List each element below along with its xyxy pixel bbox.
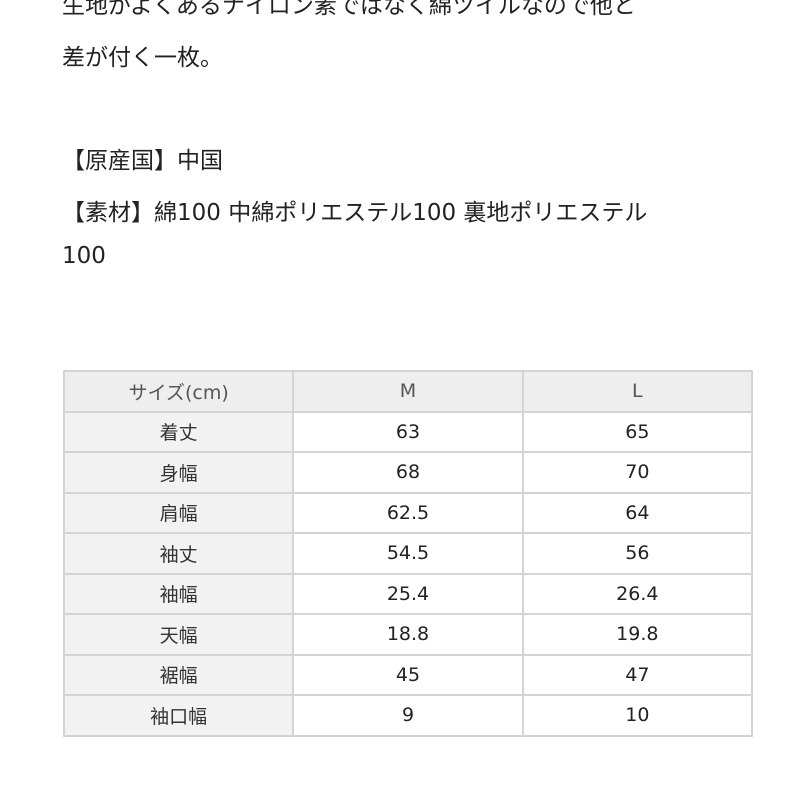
material-text-cont: 100: [62, 243, 106, 269]
material-text: 【素材】綿100 中綿ポリエステル100 裏地ポリエステル: [62, 200, 648, 226]
row-label-cell: 袖丈: [62, 532, 295, 575]
table-row: 袖丈 54.5 56: [62, 532, 754, 575]
value-cell: 56: [521, 532, 754, 575]
row-label-cell: 天幅: [62, 613, 295, 656]
value-cell: 19.8: [521, 613, 754, 656]
value-cell: 54.5: [292, 532, 524, 575]
table-row: 袖口幅 9 10: [62, 694, 754, 737]
table-row: 袖幅 25.4 26.4: [62, 572, 754, 615]
table-row: 天幅 18.8 19.8: [62, 613, 754, 656]
value-cell: 9: [292, 694, 524, 737]
size-table: サイズ(cm) M L 着丈 63 65 身幅 68 70 肩幅 62.5 64 袖丈 54.5 56…: [62, 370, 754, 737]
header-cell: サイズ(cm): [62, 370, 295, 413]
value-cell: 68: [292, 451, 524, 494]
table-row: 裾幅 45 47: [62, 653, 754, 696]
description-line-2: 差が付く一枚。: [62, 45, 223, 71]
table-row: 身幅 68 70: [62, 451, 754, 494]
origin-text: 【原産国】中国: [62, 148, 223, 174]
value-cell: 25.4: [292, 572, 524, 615]
value-cell: 10: [521, 694, 754, 737]
header-cell: M: [292, 370, 524, 413]
value-cell: 63: [292, 410, 524, 453]
row-label-cell: 袖幅: [62, 572, 295, 615]
table-row: 着丈 63 65: [62, 410, 754, 453]
row-label-cell: 袖口幅: [62, 694, 295, 737]
value-cell: 18.8: [292, 613, 524, 656]
value-cell: 64: [521, 491, 754, 534]
table-header-row: サイズ(cm) M L: [62, 370, 754, 413]
value-cell: 47: [521, 653, 754, 696]
table-row: 肩幅 62.5 64: [62, 491, 754, 534]
row-label-cell: 着丈: [62, 410, 295, 453]
value-cell: 62.5: [292, 491, 524, 534]
value-cell: 26.4: [521, 572, 754, 615]
value-cell: 70: [521, 451, 754, 494]
header-cell: L: [521, 370, 754, 413]
description-line-1: 生地がよくあるナイロン素ではなく綿ツイルなので他と: [62, 0, 636, 19]
row-label-cell: 裾幅: [62, 653, 295, 696]
row-label-cell: 身幅: [62, 451, 295, 494]
value-cell: 65: [521, 410, 754, 453]
value-cell: 45: [292, 653, 524, 696]
row-label-cell: 肩幅: [62, 491, 295, 534]
